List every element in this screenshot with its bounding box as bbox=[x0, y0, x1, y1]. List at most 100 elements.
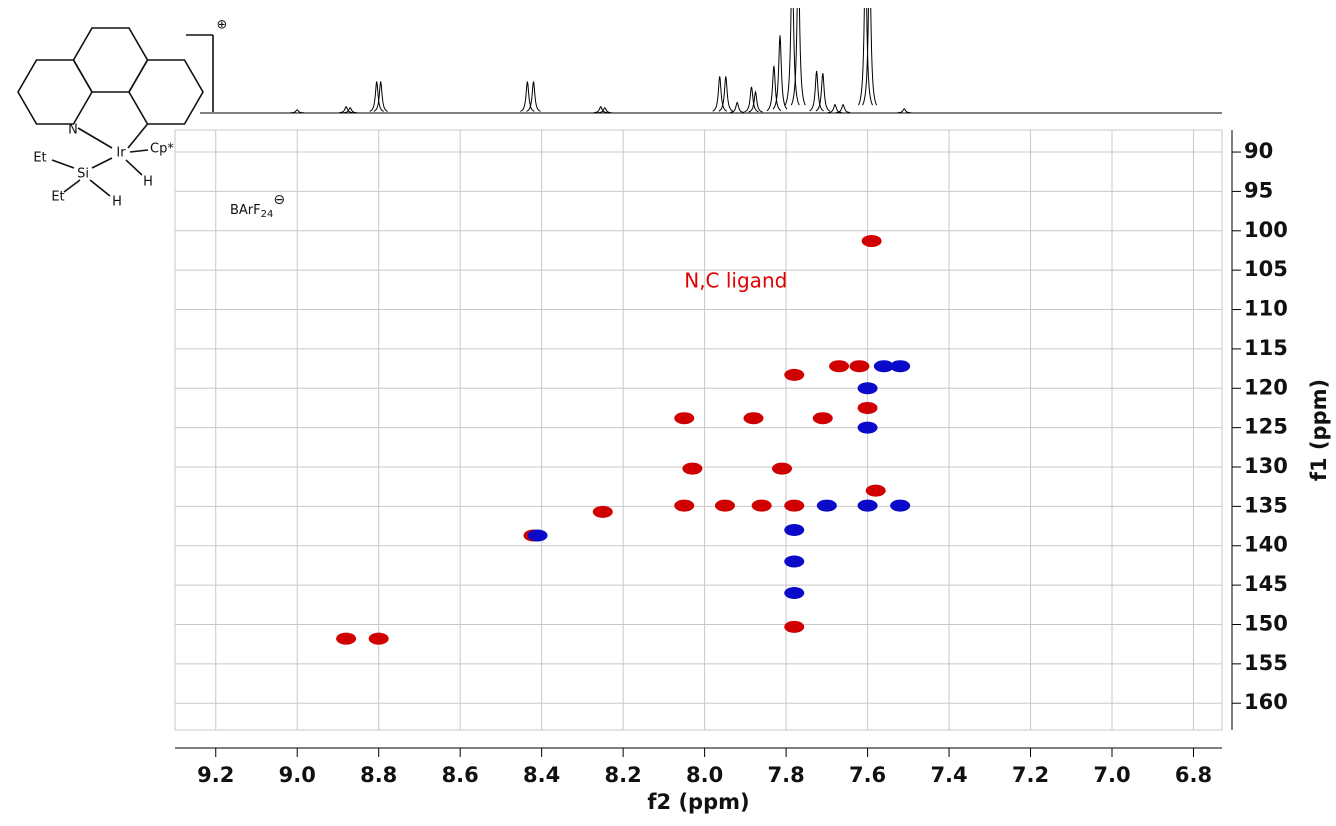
cross-peak bbox=[857, 499, 878, 512]
x-tick-label: 7.4 bbox=[930, 763, 967, 787]
x-tick-label: 8.0 bbox=[686, 763, 723, 787]
cross-peak bbox=[861, 235, 882, 248]
y-tick-label: 155 bbox=[1244, 651, 1288, 675]
peak bbox=[748, 90, 763, 113]
y-tick-label: 140 bbox=[1244, 533, 1288, 557]
y-tick-label: 160 bbox=[1244, 690, 1288, 714]
y-tick-label: 130 bbox=[1244, 454, 1288, 478]
cross-peak bbox=[743, 412, 764, 425]
peak bbox=[730, 101, 745, 113]
bond bbox=[63, 179, 81, 193]
bond bbox=[89, 179, 111, 197]
x-tick-label: 8.6 bbox=[442, 763, 479, 787]
peak bbox=[339, 105, 354, 114]
peak bbox=[827, 103, 843, 114]
peak bbox=[520, 81, 535, 112]
y-tick-label: 120 bbox=[1244, 375, 1288, 399]
cross-peak bbox=[816, 499, 837, 512]
atom: H bbox=[112, 195, 122, 210]
anion-text: BArF bbox=[230, 203, 261, 218]
cross-peak bbox=[751, 499, 772, 512]
peak bbox=[784, 8, 800, 106]
peak bbox=[712, 76, 727, 112]
cross-peak bbox=[674, 499, 695, 512]
x-tick-label: 6.8 bbox=[1175, 763, 1212, 787]
x-tick-label: 7.8 bbox=[767, 763, 804, 787]
projection bbox=[200, 8, 1222, 114]
anion-charge: ⊖ bbox=[273, 192, 285, 208]
cross-peak bbox=[784, 524, 805, 536]
bond bbox=[127, 123, 149, 149]
x-tick-label: 7.0 bbox=[1093, 763, 1130, 787]
plot-frame bbox=[174, 129, 1223, 731]
cross-peak bbox=[674, 412, 695, 425]
bond bbox=[129, 149, 149, 153]
y-tick-label: 145 bbox=[1244, 572, 1288, 596]
x-tick-label: 8.8 bbox=[360, 763, 397, 787]
x-tick-label: 9.0 bbox=[279, 763, 316, 787]
x-tick-label: 9.2 bbox=[197, 763, 234, 787]
cross-peak bbox=[682, 462, 703, 475]
atom: Cp* bbox=[150, 142, 174, 157]
y-tick-label: 105 bbox=[1244, 257, 1288, 281]
x-tick-label: 8.2 bbox=[605, 763, 642, 787]
cross-peak bbox=[714, 499, 735, 512]
atom: H bbox=[143, 175, 153, 190]
atom: N bbox=[68, 123, 78, 138]
ring bbox=[128, 59, 204, 125]
peak bbox=[815, 73, 831, 112]
bond bbox=[125, 159, 143, 176]
x-axis-title: f2 (ppm) bbox=[647, 790, 749, 814]
charge: ⊕ bbox=[217, 18, 228, 33]
cross-peak bbox=[865, 484, 886, 497]
peak bbox=[790, 8, 806, 106]
peak bbox=[290, 109, 305, 114]
x-tick-label: 8.4 bbox=[523, 763, 560, 787]
cross-peak bbox=[890, 499, 911, 512]
cross-peak bbox=[784, 555, 805, 568]
peak bbox=[862, 8, 878, 106]
peak bbox=[766, 65, 782, 112]
atom: Et bbox=[51, 190, 64, 205]
x-tick-label: 7.6 bbox=[849, 763, 886, 787]
atom: Ir bbox=[116, 146, 126, 161]
anion: BArF24⊖ bbox=[230, 192, 285, 220]
anion-sub: 24 bbox=[261, 209, 274, 220]
cross-peak bbox=[784, 586, 805, 599]
cross-peak bbox=[784, 499, 805, 512]
peak bbox=[593, 105, 608, 114]
peak bbox=[718, 76, 734, 112]
cross-peak bbox=[873, 360, 894, 373]
cross-peak bbox=[784, 368, 805, 381]
y-tick-label: 95 bbox=[1244, 178, 1273, 202]
cross-peak bbox=[784, 620, 805, 633]
cross-peak bbox=[857, 382, 878, 395]
peak bbox=[772, 35, 788, 110]
peak bbox=[897, 108, 912, 114]
cross-peak bbox=[857, 421, 878, 434]
atom: Et bbox=[33, 151, 46, 166]
y-tick-label: 90 bbox=[1244, 139, 1273, 163]
cross-peak bbox=[336, 632, 357, 645]
structure: N Ir Cp* Si Et Et H H ⊕ BArF24⊖ bbox=[17, 18, 285, 220]
peak bbox=[597, 107, 612, 114]
ring bbox=[17, 59, 93, 125]
annotation: N,C ligand bbox=[684, 268, 787, 292]
peak bbox=[526, 81, 541, 112]
bond bbox=[51, 159, 75, 169]
bond bbox=[91, 157, 113, 169]
peak bbox=[858, 8, 873, 106]
cross-peak bbox=[829, 360, 850, 373]
y-tick-label: 150 bbox=[1244, 611, 1288, 635]
y-tick-label: 125 bbox=[1244, 415, 1288, 439]
cross-peak bbox=[592, 505, 613, 518]
peak bbox=[343, 107, 358, 114]
peak bbox=[373, 81, 388, 112]
cross-peak bbox=[849, 360, 870, 373]
peak bbox=[836, 103, 851, 114]
bond bbox=[77, 127, 113, 149]
cross-peak bbox=[857, 401, 878, 414]
y-tick-label: 115 bbox=[1244, 336, 1288, 360]
peak bbox=[369, 81, 384, 112]
